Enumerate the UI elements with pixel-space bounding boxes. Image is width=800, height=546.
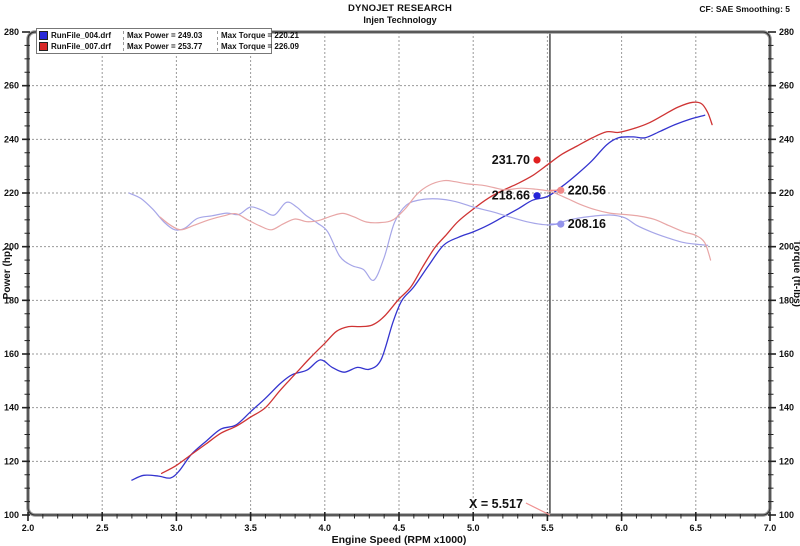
x-axis-title: Engine Speed (RPM x1000) bbox=[332, 534, 467, 546]
cursor-x-readout: X = 5.517 bbox=[469, 497, 523, 511]
correction-smoothing-info: CF: SAE Smoothing: 5 bbox=[699, 4, 790, 14]
cursor-value-callouts: 231.70 218.66 220.56 208.16 bbox=[492, 153, 606, 231]
callout-dot bbox=[533, 156, 541, 164]
svg-text:280: 280 bbox=[4, 27, 19, 37]
callout-dot bbox=[557, 220, 565, 228]
callout-dot bbox=[557, 186, 565, 194]
svg-text:280: 280 bbox=[779, 27, 794, 37]
svg-text:260: 260 bbox=[779, 81, 794, 91]
svg-text:140: 140 bbox=[4, 403, 19, 413]
legend-max-power: Max Power = 253.77 bbox=[123, 42, 217, 51]
svg-text:5.0: 5.0 bbox=[467, 523, 480, 533]
svg-text:220: 220 bbox=[4, 188, 19, 198]
curve-run007-torque bbox=[159, 179, 712, 261]
svg-text:200: 200 bbox=[4, 242, 19, 252]
torque-axis-tick-labels: 100 120 140 160 180 200 220 240 260 280 bbox=[779, 27, 794, 520]
callout-dot bbox=[533, 192, 541, 200]
series-color-swatch-icon bbox=[39, 31, 48, 40]
svg-text:260: 260 bbox=[4, 81, 19, 91]
legend-row: RunFile_007.drf Max Power = 253.77 Max Tor… bbox=[37, 41, 299, 52]
legend-max-torque: Max Torque = 220.21 bbox=[217, 31, 299, 40]
callout-value: 218.66 bbox=[492, 189, 530, 203]
curve-run007-power bbox=[160, 101, 713, 475]
legend-max-torque: Max Torque = 226.09 bbox=[217, 42, 299, 51]
svg-text:100: 100 bbox=[4, 510, 19, 520]
svg-text:2.0: 2.0 bbox=[22, 523, 35, 533]
torque-axis-title: Torque (ft-lbs) bbox=[791, 240, 800, 307]
svg-text:3.0: 3.0 bbox=[170, 523, 183, 533]
series-color-swatch-icon bbox=[39, 42, 48, 51]
axis-ticks bbox=[22, 31, 776, 521]
svg-text:240: 240 bbox=[779, 134, 794, 144]
svg-text:120: 120 bbox=[4, 456, 19, 466]
svg-text:5.5: 5.5 bbox=[541, 523, 554, 533]
svg-text:4.5: 4.5 bbox=[393, 523, 406, 533]
x-axis-tick-labels: 2.0 2.5 3.0 3.5 4.0 4.5 5.0 5.5 6.0 6.5 7.0 bbox=[22, 523, 777, 533]
svg-text:4.0: 4.0 bbox=[319, 523, 332, 533]
svg-text:180: 180 bbox=[779, 295, 794, 305]
svg-text:2.5: 2.5 bbox=[96, 523, 109, 533]
legend-box: RunFile_004.drf Max Power = 249.03 Max Tor… bbox=[36, 28, 299, 54]
svg-text:7.0: 7.0 bbox=[764, 523, 777, 533]
cursor-label-leader bbox=[525, 502, 551, 516]
curve-run004-torque bbox=[128, 192, 709, 282]
svg-text:200: 200 bbox=[779, 242, 794, 252]
svg-text:100: 100 bbox=[779, 510, 794, 520]
svg-text:180: 180 bbox=[4, 295, 19, 305]
curve-run004-power bbox=[131, 114, 706, 481]
page-title: DYNOJET RESEARCH bbox=[347, 3, 453, 14]
power-axis-title: Power (hp) bbox=[2, 248, 13, 300]
svg-text:160: 160 bbox=[4, 349, 19, 359]
legend-max-power: Max Power = 249.03 bbox=[123, 31, 217, 40]
svg-text:120: 120 bbox=[779, 456, 794, 466]
grid-lines bbox=[28, 32, 770, 515]
legend-file-name: RunFile_004.drf bbox=[51, 31, 112, 40]
legend-row: RunFile_004.drf Max Power = 249.03 Max Tor… bbox=[37, 30, 299, 41]
legend-file-name: RunFile_007.drf bbox=[51, 42, 112, 51]
svg-text:3.5: 3.5 bbox=[244, 523, 257, 533]
svg-text:220: 220 bbox=[779, 188, 794, 198]
callout-value: 220.56 bbox=[568, 183, 606, 197]
callout-value: 208.16 bbox=[568, 217, 606, 231]
svg-text:160: 160 bbox=[779, 349, 794, 359]
page-subtitle: Injen Technology bbox=[363, 15, 437, 25]
svg-text:140: 140 bbox=[779, 403, 794, 413]
svg-text:240: 240 bbox=[4, 134, 19, 144]
svg-text:6.0: 6.0 bbox=[615, 523, 628, 533]
power-axis-tick-labels: 100 120 140 160 180 200 220 240 260 280 bbox=[4, 27, 19, 520]
callout-value: 231.70 bbox=[492, 153, 530, 167]
svg-text:6.5: 6.5 bbox=[690, 523, 703, 533]
